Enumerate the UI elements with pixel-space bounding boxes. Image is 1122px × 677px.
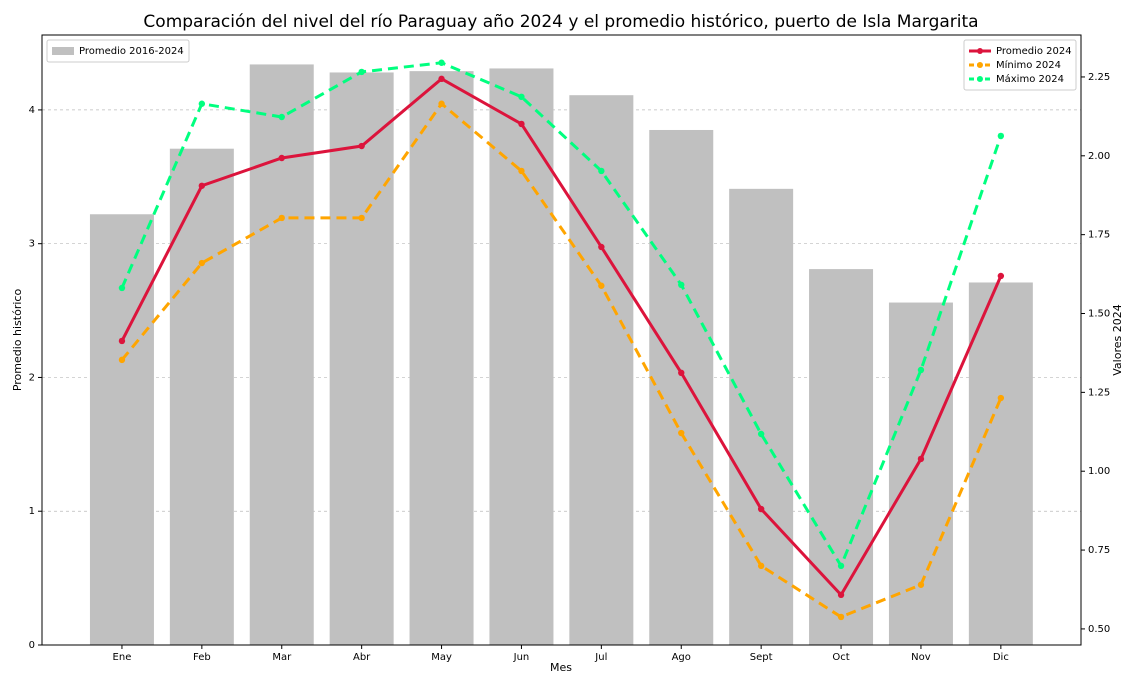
y2-tick-label: 0.75 [1088, 545, 1110, 556]
point [757, 562, 765, 570]
x-tick-label: Mar [272, 652, 292, 663]
point [198, 100, 206, 107]
point [678, 429, 685, 437]
bar [649, 129, 714, 645]
legend-label: Promedio 2016-2024 [79, 46, 184, 57]
bar [89, 214, 154, 645]
x-tick-label: Sept [750, 652, 773, 663]
point [358, 68, 365, 76]
bar [809, 269, 874, 645]
y-tick-label: 3 [29, 239, 35, 250]
legend-label: Promedio 2024 [996, 46, 1072, 57]
y-axis-label: Promedio histórico [11, 289, 24, 392]
x-tick-label: Ene [113, 652, 132, 663]
legend-label: Máximo 2024 [996, 73, 1064, 85]
y2-tick-label: 2.25 [1088, 72, 1110, 83]
point [917, 581, 925, 588]
plot-frame [41, 34, 1082, 646]
bar [729, 188, 794, 646]
point [757, 505, 765, 513]
point [837, 562, 845, 570]
y2-tick-label: 1.75 [1088, 230, 1110, 241]
line [120, 77, 1003, 598]
point [997, 394, 1005, 402]
x-tick-label: Feb [193, 652, 211, 663]
legend-swatch [52, 47, 74, 55]
point [757, 430, 765, 438]
point [518, 167, 525, 175]
x-axis-label: Mes [550, 661, 572, 673]
x-tick-label: May [431, 652, 452, 663]
bar [489, 68, 554, 645]
point [278, 113, 285, 121]
x-tick-label: Ago [672, 652, 691, 663]
line [120, 61, 1003, 570]
point [278, 214, 285, 222]
x-tick-label: Nov [911, 652, 931, 663]
point [917, 455, 925, 463]
point [518, 120, 525, 128]
x-tick-label: Jul [594, 652, 607, 663]
chart-title: Comparación del nivel del río Paraguay a… [143, 12, 978, 32]
y-tick-label: 4 [29, 105, 35, 116]
y-tick-label: 0 [29, 640, 35, 651]
legend-label: Mínimo 2024 [996, 59, 1061, 71]
y2-tick-label: 1.25 [1088, 387, 1110, 398]
y2-tick-label: 0.50 [1088, 624, 1110, 635]
point [518, 93, 525, 101]
point [438, 100, 445, 107]
y-tick-label: 2 [29, 372, 35, 383]
legend-marker [977, 76, 983, 82]
x-tick-label: Jun [513, 652, 530, 663]
point [837, 591, 845, 599]
point [598, 243, 605, 251]
legend-box [46, 39, 190, 63]
line [120, 101, 1003, 619]
point [198, 259, 206, 267]
bar [569, 95, 634, 645]
bar [409, 71, 474, 646]
point [917, 366, 925, 374]
point [198, 182, 206, 189]
legend-marker [977, 62, 983, 68]
bar [329, 72, 394, 646]
y2-tick-label: 1.00 [1088, 466, 1110, 477]
y2-axis-label: Valores 2024 [1111, 304, 1122, 375]
y2-tick-label: 2.00 [1088, 151, 1110, 162]
point [997, 272, 1005, 280]
point [598, 167, 605, 175]
point [438, 59, 445, 66]
legend-box [963, 39, 1077, 91]
bar [249, 64, 314, 646]
point [358, 214, 365, 222]
point [598, 282, 605, 289]
point [997, 132, 1005, 140]
bar [968, 282, 1033, 645]
point [438, 75, 445, 83]
legend-marker [977, 48, 983, 54]
point [358, 142, 365, 150]
point [678, 281, 685, 289]
point [118, 356, 126, 364]
y-tick-label: 1 [29, 506, 35, 517]
bar [169, 148, 234, 645]
x-tick-label: Abr [353, 652, 371, 663]
x-tick-label: Dic [993, 652, 1009, 663]
point [678, 369, 685, 377]
point [837, 613, 845, 621]
x-tick-label: Oct [832, 652, 849, 663]
point [118, 337, 126, 345]
point [118, 284, 126, 292]
y2-tick-label: 1.50 [1088, 309, 1110, 320]
point [278, 154, 285, 162]
